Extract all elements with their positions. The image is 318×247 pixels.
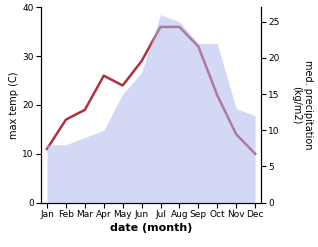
X-axis label: date (month): date (month) — [110, 223, 192, 233]
Y-axis label: med. precipitation
(kg/m2): med. precipitation (kg/m2) — [291, 60, 313, 150]
Y-axis label: max temp (C): max temp (C) — [10, 71, 19, 139]
